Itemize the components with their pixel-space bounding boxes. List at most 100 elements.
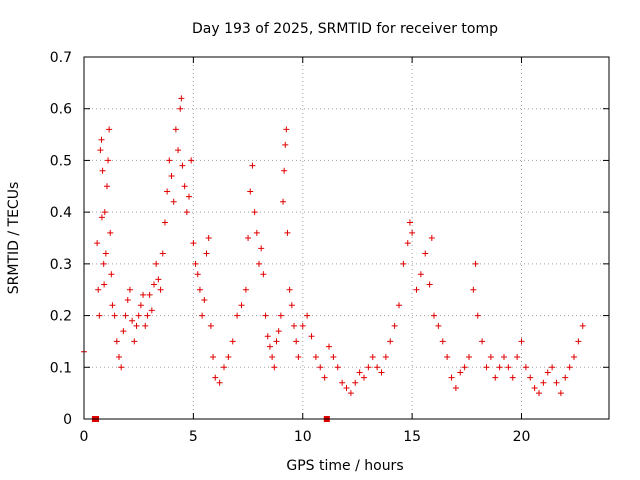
data-point	[417, 271, 424, 278]
data-point	[426, 281, 433, 288]
data-point	[549, 364, 556, 371]
data-point	[105, 157, 112, 164]
data-point	[172, 126, 179, 133]
data-point	[474, 312, 481, 319]
data-point	[522, 364, 529, 371]
data-point	[282, 141, 289, 148]
data-point	[258, 245, 265, 252]
grid-lines	[84, 57, 609, 419]
data-point	[96, 312, 103, 319]
data-point	[142, 322, 149, 329]
data-point	[153, 260, 160, 267]
y-axis-label: SRMTID / TECUs	[6, 182, 22, 295]
data-point	[146, 291, 153, 298]
data-point	[133, 322, 140, 329]
data-point	[330, 353, 337, 360]
data-point	[435, 322, 442, 329]
data-point	[122, 312, 129, 319]
data-point	[229, 338, 236, 345]
y-tick-label: 0.7	[50, 50, 72, 66]
data-point	[280, 198, 287, 205]
data-point	[531, 384, 538, 391]
data-point	[113, 338, 120, 345]
data-point	[107, 229, 114, 236]
data-point	[106, 126, 113, 133]
data-point	[283, 126, 290, 133]
data-point	[97, 147, 104, 154]
data-point	[575, 338, 582, 345]
data-point	[428, 235, 435, 241]
data-point	[98, 136, 105, 143]
data-point	[431, 312, 437, 319]
data-point	[260, 271, 267, 278]
data-point	[157, 286, 164, 293]
data-point	[472, 260, 479, 267]
data-point	[164, 188, 171, 195]
data-point	[343, 384, 350, 391]
data-point	[536, 390, 542, 397]
data-point	[361, 374, 367, 381]
y-tick-label: 0.3	[50, 257, 72, 273]
data-point	[281, 167, 288, 174]
data-point	[175, 147, 182, 154]
data-point	[347, 390, 354, 397]
data-point	[312, 353, 319, 360]
x-tick-label: 20	[513, 429, 531, 445]
data-point	[247, 188, 254, 195]
data-point	[299, 322, 306, 329]
data-point	[400, 260, 407, 267]
data-point	[98, 214, 105, 221]
data-point	[94, 240, 101, 247]
data-point	[124, 297, 131, 304]
data-point	[288, 302, 295, 309]
data-point	[178, 95, 185, 102]
data-point	[496, 364, 503, 371]
data-point	[391, 322, 398, 329]
data-point	[286, 286, 293, 293]
x-tick-label: 5	[189, 429, 198, 445]
data-point	[194, 271, 201, 278]
data-point	[212, 374, 219, 381]
data-point	[273, 338, 280, 345]
data-point	[326, 343, 332, 350]
chart-title: Day 193 of 2025, SRMTID for receiver tom…	[192, 21, 498, 37]
data-point	[466, 353, 472, 360]
data-point	[103, 183, 110, 190]
data-point	[461, 364, 468, 371]
data-point	[352, 379, 359, 386]
data-point	[151, 281, 157, 288]
data-point	[457, 369, 464, 376]
data-point	[140, 291, 147, 298]
data-point	[109, 302, 116, 309]
data-point	[101, 209, 108, 216]
data-point	[221, 364, 227, 371]
data-point	[321, 374, 328, 381]
data-point	[396, 302, 402, 309]
data-point	[562, 374, 569, 381]
data-point	[275, 328, 282, 335]
data-point	[492, 374, 499, 381]
y-tick-label: 0.1	[50, 360, 72, 376]
y-tick-label: 0.4	[50, 205, 72, 221]
data-point	[579, 322, 586, 329]
data-point	[205, 235, 212, 241]
data-point	[137, 302, 144, 309]
data-point	[308, 333, 315, 340]
data-point	[479, 338, 486, 345]
y-tick-label: 0.5	[50, 153, 72, 169]
data-point	[356, 369, 363, 376]
data-point	[365, 364, 372, 371]
data-point	[144, 312, 151, 319]
data-point	[196, 286, 203, 293]
data-point	[452, 384, 459, 391]
data-point	[203, 250, 210, 257]
data-point	[271, 364, 278, 371]
data-point	[95, 286, 102, 293]
data-point	[444, 353, 451, 360]
axis-ticks: 0 0.1 0.2 0.3 0.4 0.5 0.6 0.7 0 5 10 15 20	[50, 50, 609, 445]
data-point	[116, 353, 122, 360]
data-point	[293, 338, 300, 345]
x-tick-label: 15	[403, 429, 421, 445]
y-tick-label: 0.6	[50, 102, 72, 118]
data-point	[102, 250, 109, 257]
